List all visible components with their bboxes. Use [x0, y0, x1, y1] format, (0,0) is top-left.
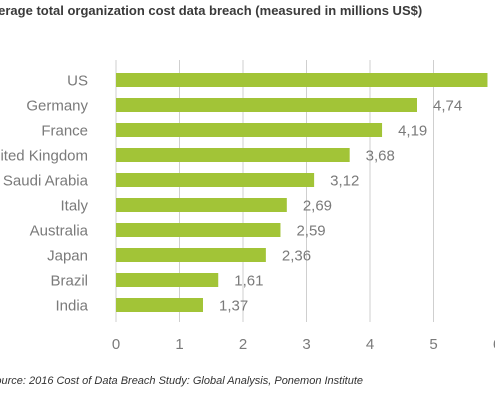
- bar-brazil: [116, 273, 219, 287]
- value-label: 2,59: [296, 223, 325, 240]
- source-note: Source: 2016 Cost of Data Breach Study: …: [0, 375, 364, 387]
- category-label: Brazil: [50, 273, 88, 290]
- x-tick-label: 1: [175, 336, 183, 353]
- x-tick-label: 3: [302, 336, 310, 353]
- bar-us: [116, 73, 488, 87]
- bars: [116, 73, 488, 312]
- category-label: Saudi Arabia: [3, 173, 89, 190]
- value-label: 2,69: [303, 198, 332, 215]
- chart-title: Average total organization cost data bre…: [0, 3, 423, 18]
- value-label: 3,12: [330, 173, 359, 190]
- value-label: 4,19: [398, 123, 427, 140]
- category-label: Japan: [47, 248, 88, 265]
- category-label: United Kingdom: [0, 148, 88, 165]
- value-label: 3,68: [366, 148, 395, 165]
- bar-saudi-arabia: [116, 173, 315, 187]
- x-tick-label: 6: [493, 336, 495, 353]
- bar-italy: [116, 198, 287, 212]
- x-tick-label: 2: [239, 336, 247, 353]
- bar-australia: [116, 223, 281, 237]
- category-label: France: [41, 123, 88, 140]
- bar-japan: [116, 248, 266, 262]
- category-label: India: [55, 298, 88, 315]
- bar-india: [116, 298, 203, 312]
- value-label: 4,74: [433, 98, 462, 115]
- value-label: 1,37: [219, 298, 248, 315]
- x-axis-ticks: 0 1 2 3 4 5 6: [112, 336, 495, 353]
- category-label: Australia: [30, 223, 89, 240]
- category-label: Italy: [60, 198, 88, 215]
- bar-germany: [116, 98, 417, 112]
- value-label: 1,61: [234, 273, 263, 290]
- bar-france: [116, 123, 383, 137]
- category-label: Germany: [26, 98, 88, 115]
- x-tick-label: 0: [112, 336, 120, 353]
- x-tick-label: 5: [429, 336, 437, 353]
- x-tick-label: 4: [366, 336, 374, 353]
- category-label: US: [67, 73, 88, 90]
- value-labels: 4,74 4,193,68 3,12 2,69 2,59 2,36 1,61 1,37: [219, 98, 462, 315]
- bar-united-kingdom: [116, 148, 350, 162]
- value-label: 2,36: [282, 248, 311, 265]
- category-labels: US Germany France United Kingdom Saudi Arabi…: [0, 73, 89, 315]
